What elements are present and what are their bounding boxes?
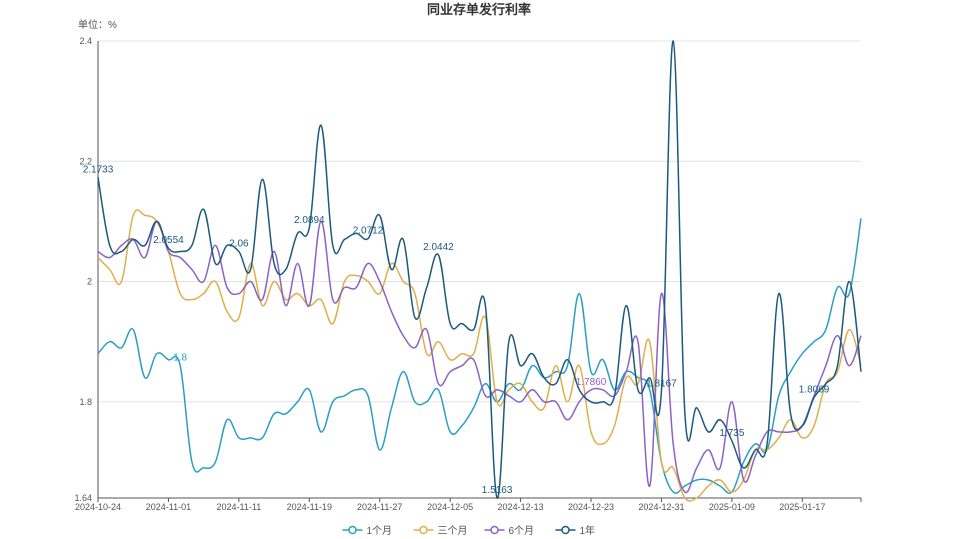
legend-label: 三个月 [438, 525, 468, 537]
x-tick-label: 2024-11-19 [287, 502, 332, 512]
x-tick-label: 2025-01-09 [709, 502, 755, 512]
data-label: 2.06 [229, 238, 249, 249]
legend[interactable]: 1个月 三个月 6个月 1年 [342, 524, 596, 537]
chart-title: 同业存单发行利率 [427, 2, 531, 17]
legend-swatch-marker [490, 525, 499, 535]
y-tick-label: 2.2 [79, 156, 92, 166]
series-line-2 [97, 220, 862, 494]
legend-label: 1个月 [367, 525, 393, 537]
series-line-0 [97, 218, 862, 494]
legend-swatch-marker [348, 525, 357, 535]
legend-item-3[interactable]: 1年 [555, 524, 596, 537]
legend-item-1[interactable]: 三个月 [413, 525, 468, 537]
x-tick-label: 2024-12-05 [427, 502, 473, 512]
x-tick-label: 2024-11-11 [217, 502, 262, 512]
data-label: 2.0894 [294, 215, 325, 226]
y-axis-ticks: 1.64 1.8 2 2.2 2.4 [74, 36, 92, 503]
data-label: 1.8 [173, 353, 187, 364]
x-axis-ticks: 2024-10-24 2024-11-01 2024-11-11 2024-11-19… [75, 498, 862, 512]
y-tick-label: 2 [87, 277, 92, 287]
x-tick-label: 2024-11-27 [357, 502, 402, 512]
data-labels: 1.8 1.7860 2.1733 2.0554 2.06 2.0894 2.0712 2.0… [83, 164, 830, 496]
grid-lines [98, 40, 861, 499]
data-label: 2.0554 [153, 235, 184, 246]
x-tick-label: 2024-10-24 [75, 502, 121, 512]
legend-item-2[interactable]: 6个月 [484, 525, 535, 537]
x-tick-label: 2025-01-17 [779, 502, 825, 512]
y-tick-label: 1.8 [79, 397, 92, 407]
series-line-1 [97, 209, 862, 502]
legend-item-0[interactable]: 1个月 [342, 525, 393, 537]
data-label: 1.8167 [646, 379, 677, 390]
series-line-3 [97, 40, 862, 499]
data-label: 2.0712 [353, 226, 384, 237]
data-label: 1.735 [719, 428, 744, 439]
data-label: 1.5163 [482, 485, 513, 496]
data-label: 1.8069 [799, 385, 830, 396]
x-tick-label: 2024-12-23 [568, 502, 614, 512]
legend-label: 6个月 [509, 525, 535, 537]
legend-swatch-marker [419, 525, 428, 535]
x-tick-label: 2024-12-13 [498, 502, 544, 512]
series-lines [97, 40, 862, 502]
y-tick-label: 2.4 [79, 36, 92, 46]
y-tick-label: 1.64 [74, 493, 92, 503]
x-tick-label: 2024-12-31 [638, 502, 684, 512]
unit-label: 单位：% [78, 18, 117, 31]
legend-swatch-marker [561, 525, 570, 535]
data-label: 2.1733 [83, 164, 114, 175]
data-label: 1.7860 [576, 377, 607, 388]
legend-label: 1年 [580, 524, 596, 537]
x-tick-label: 2024-11-01 [146, 502, 191, 512]
data-label: 2.0442 [423, 242, 454, 253]
axes [97, 41, 861, 499]
